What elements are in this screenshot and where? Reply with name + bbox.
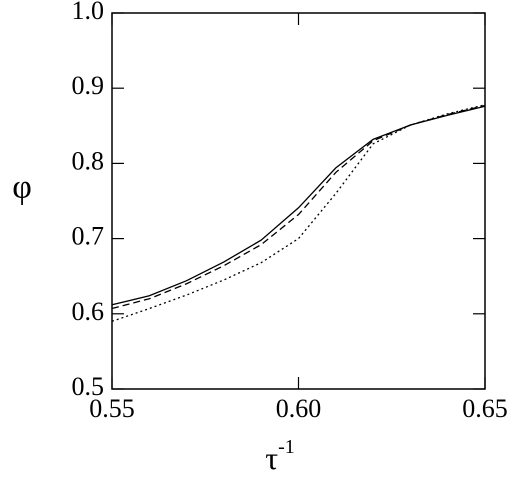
series-line: [111, 105, 486, 306]
y-tick-label: 0.8: [72, 146, 105, 175]
y-axis-label: φ: [12, 169, 32, 206]
y-tick-label: 0.6: [72, 297, 105, 326]
plot-frame: [111, 12, 486, 390]
x-axis-label: τ-1: [265, 436, 295, 477]
y-tick-label: 0.5: [72, 372, 105, 401]
series-line: [111, 104, 486, 322]
x-axis-label-sup: -1: [278, 436, 295, 458]
y-tick-label: 0.9: [72, 71, 105, 100]
y-tick-label: 0.7: [72, 222, 105, 251]
x-axis-label-base: τ: [265, 440, 278, 476]
y-tick-label: 1.0: [72, 0, 105, 25]
x-tick-label: 0.65: [462, 394, 508, 423]
x-tick-label: 0.60: [276, 394, 322, 423]
x-tick-label: 0.55: [89, 394, 135, 423]
